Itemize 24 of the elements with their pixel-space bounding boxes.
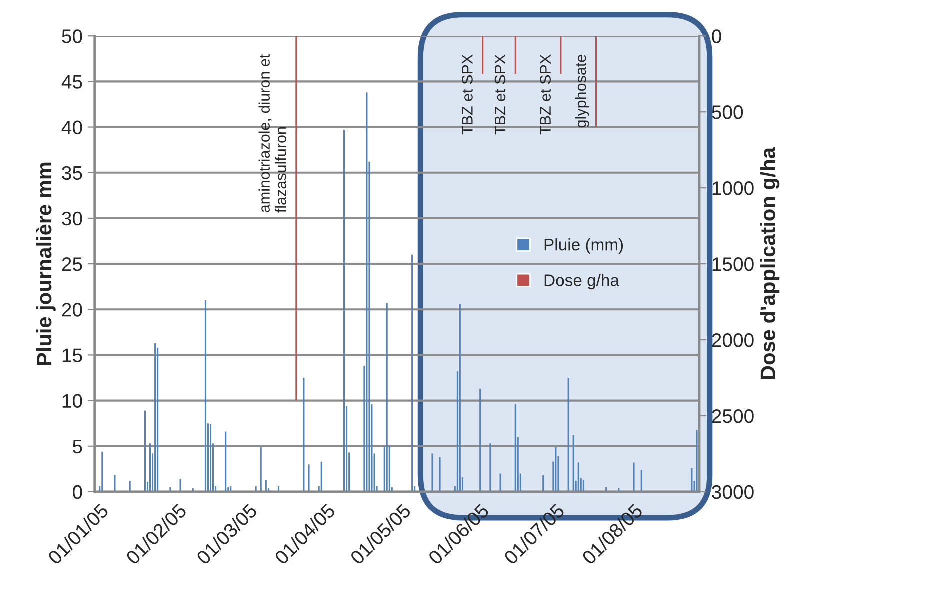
y-tick-label: 5	[73, 440, 82, 454]
y-tick-label: 45	[62, 75, 82, 89]
y2-tick-label: 0	[712, 30, 722, 44]
y-axis-title: Pluie journalière mm	[36, 162, 56, 366]
y2-axis-title: Dose d'application g/ha	[760, 147, 780, 380]
y2-tick-label: 3000	[712, 485, 754, 500]
annotation: aminotriazole, diuron et flazasulfuron	[258, 54, 286, 213]
y2-tick-label: 1000	[712, 182, 754, 196]
y2-tick-label: 1500	[712, 258, 754, 272]
y-tick-label: 20	[62, 303, 82, 317]
legend-label: Pluie (mm)	[544, 238, 624, 254]
y-tick-label: 50	[62, 30, 82, 44]
annotation: TBZ et SPX	[494, 54, 506, 135]
annotation: TBZ et SPX	[540, 54, 552, 135]
y-tick-label: 15	[62, 348, 82, 362]
annotation: glyphosate	[575, 55, 590, 128]
y-tick-label: 40	[62, 120, 82, 135]
y-tick-label: 25	[62, 258, 82, 272]
y-tick-label: 30	[62, 212, 82, 226]
y-tick-label: 35	[62, 166, 82, 180]
y-tick-label: 0	[72, 485, 82, 500]
annotation: TBZ et SPX	[462, 54, 473, 135]
legend-label: Dose g/ha	[544, 274, 620, 290]
y-tick-label: 10	[62, 394, 82, 408]
